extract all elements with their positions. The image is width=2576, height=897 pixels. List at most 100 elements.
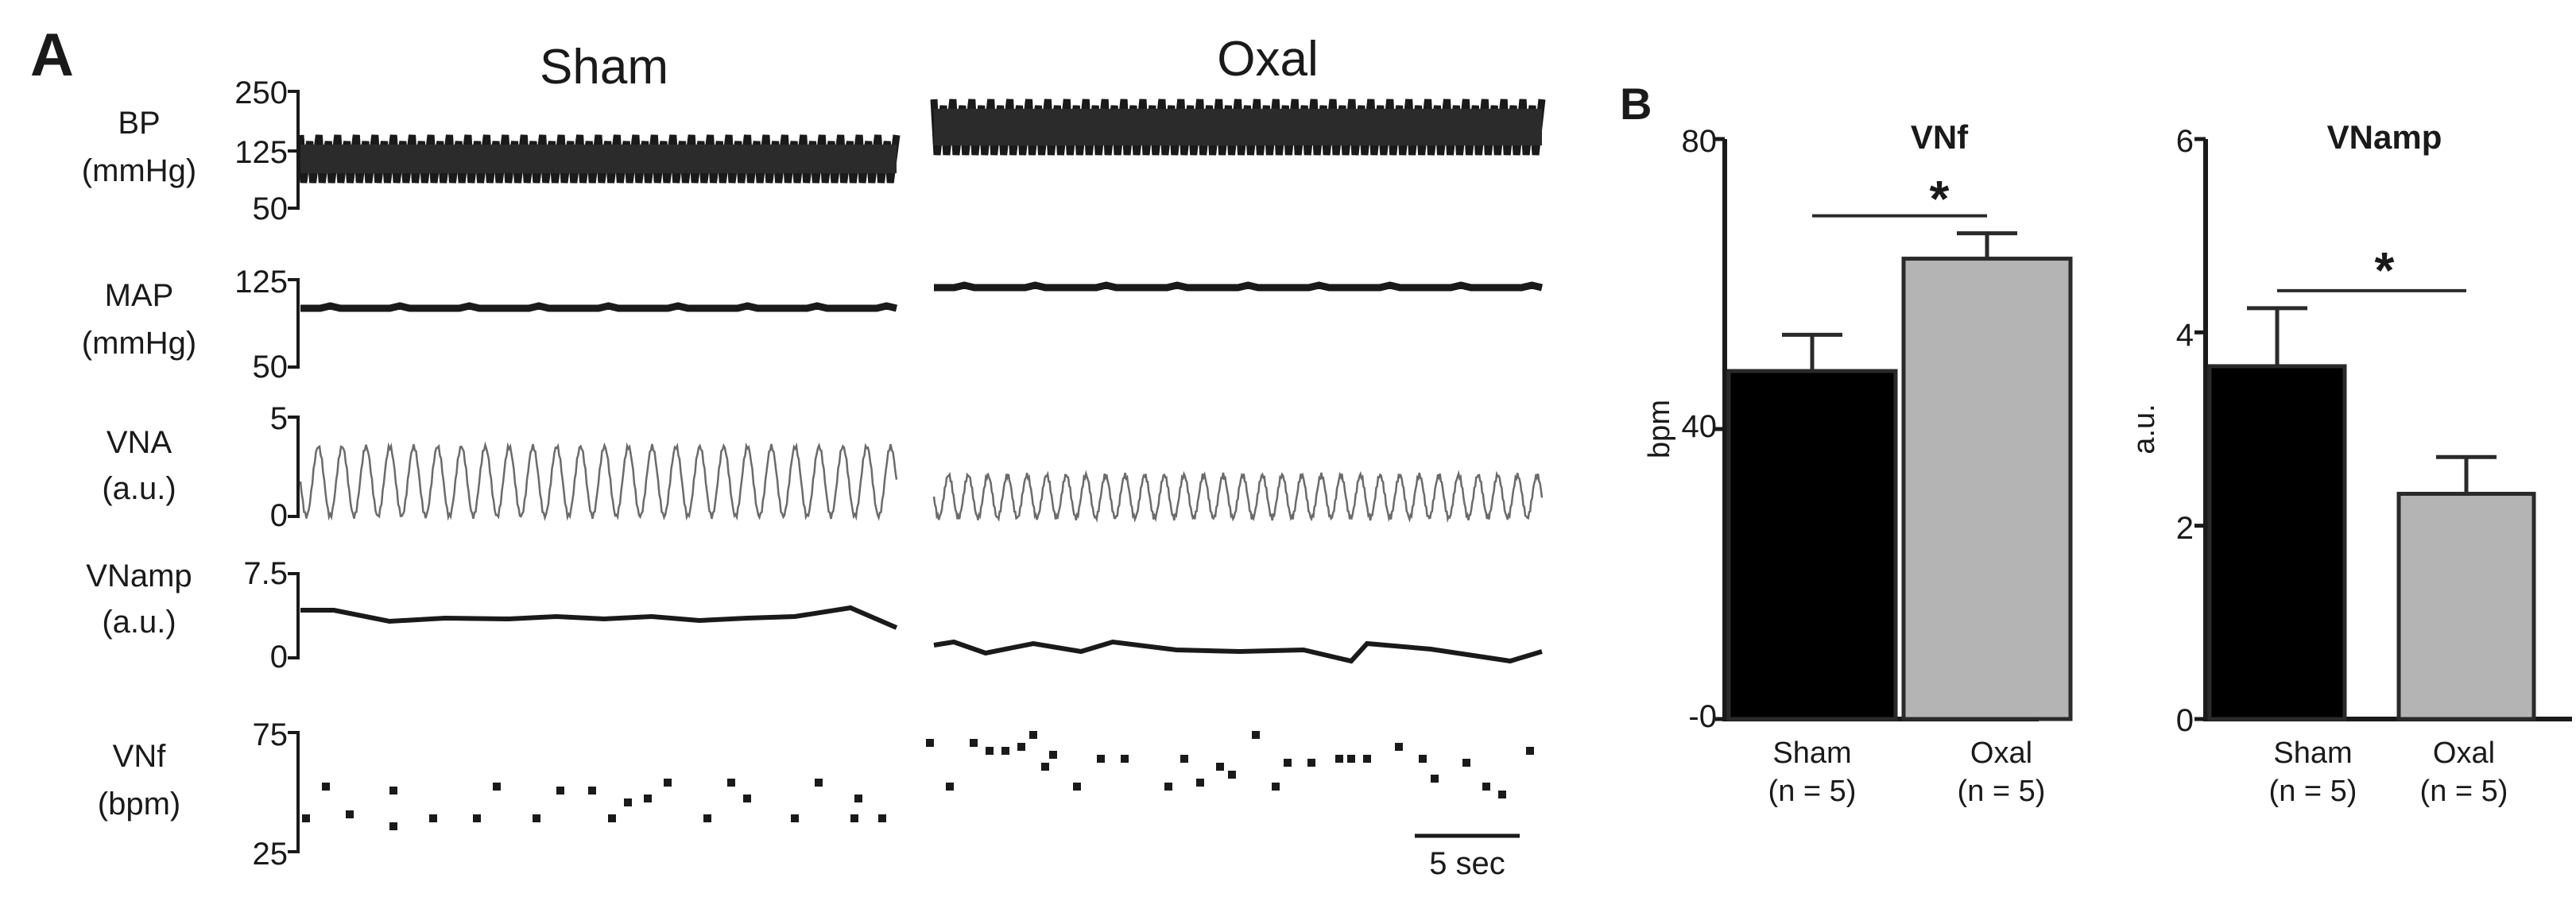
map-axis bbox=[288, 278, 300, 369]
vnf-dot bbox=[815, 779, 823, 787]
y-tick-label: 6 bbox=[2176, 124, 2194, 159]
vnf-dot bbox=[946, 783, 954, 791]
vnf-dot bbox=[743, 795, 751, 802]
bp-tick-250: 250 bbox=[234, 75, 288, 110]
bar-oxal bbox=[2396, 492, 2536, 721]
y-axis-label: a.u. bbox=[2128, 404, 2161, 454]
vnf-dot bbox=[556, 787, 564, 795]
vnf-dot bbox=[854, 795, 862, 802]
trace-label-bp: BP bbox=[118, 106, 160, 141]
category-sublabel: (n = 5) bbox=[1958, 775, 2046, 808]
y-tick-label: 4 bbox=[2176, 318, 2194, 353]
vnf-dot bbox=[624, 798, 632, 806]
vnf-dot bbox=[926, 739, 934, 747]
vnf-dot bbox=[1395, 743, 1403, 751]
bar-sham bbox=[2207, 364, 2347, 721]
bp-tick-50: 50 bbox=[253, 191, 289, 226]
bp-trace-fill bbox=[300, 145, 897, 173]
vna-traces bbox=[299, 441, 1544, 524]
vnamp-axis bbox=[288, 572, 300, 659]
category-label: Sham bbox=[2273, 737, 2352, 770]
trace-unit-vna: (a.u.) bbox=[102, 471, 176, 506]
map-trace-oxal bbox=[934, 281, 1544, 292]
vnf-dot bbox=[1228, 771, 1236, 779]
vna-trace-oxal bbox=[932, 470, 1544, 524]
vnf-dot bbox=[791, 814, 799, 822]
bp-axis bbox=[288, 90, 300, 210]
vnamp-trace-oxal bbox=[933, 639, 1543, 664]
trace-label-map: MAP bbox=[105, 278, 174, 313]
vnf-dot bbox=[1252, 731, 1260, 739]
vnf-dot bbox=[1121, 755, 1129, 763]
y-tick-label: 2 bbox=[2176, 511, 2194, 546]
map-tick-125: 125 bbox=[234, 265, 288, 300]
vnf-dot bbox=[703, 814, 711, 822]
vnamp-tick-0: 0 bbox=[270, 640, 288, 675]
vnamp-traces bbox=[300, 605, 1543, 664]
vnf-dot bbox=[473, 814, 481, 822]
y-tick-label: 0 bbox=[2176, 703, 2194, 738]
panel-a-letter: A bbox=[30, 21, 74, 89]
bp-trace-fill bbox=[934, 109, 1542, 145]
vnf-dot bbox=[1029, 731, 1037, 739]
category-sublabel: (n = 5) bbox=[2420, 775, 2508, 808]
vnf-traces bbox=[302, 731, 1534, 830]
y-tick-label: 40 bbox=[1682, 409, 1718, 444]
vnf-dot bbox=[1216, 763, 1224, 771]
bar-sham bbox=[1726, 369, 1898, 721]
vnf-dot bbox=[1049, 751, 1057, 759]
vnamp-tick-7-5: 7.5 bbox=[243, 556, 288, 591]
vnf-dot bbox=[1482, 783, 1490, 791]
vnf-dot bbox=[644, 795, 652, 802]
bar-oxal bbox=[1901, 257, 2073, 721]
vnf-dot bbox=[302, 814, 310, 822]
vnf-dot bbox=[429, 814, 437, 822]
vnf-dot bbox=[1073, 783, 1081, 791]
y-tick-label: -0 bbox=[1688, 699, 1717, 734]
trace-label-vnamp-unit: (a.u.) bbox=[102, 605, 176, 640]
trace-unit-vnf: (bpm) bbox=[98, 787, 180, 822]
vnf-dot bbox=[346, 810, 354, 818]
bp-traces bbox=[296, 99, 1546, 184]
vnf-tick-75: 75 bbox=[253, 717, 289, 752]
vnf-dot bbox=[1347, 755, 1355, 763]
vnf-dot bbox=[1196, 779, 1204, 787]
vna-tick-0: 0 bbox=[270, 498, 288, 533]
category-sublabel: (n = 5) bbox=[2269, 775, 2357, 808]
vnf-dot bbox=[1097, 755, 1105, 763]
vnf-dot bbox=[389, 822, 397, 830]
vnf-axis bbox=[288, 731, 300, 853]
vnf-dot bbox=[1335, 755, 1343, 763]
bp-tick-125: 125 bbox=[234, 135, 288, 170]
vnf-dot bbox=[850, 814, 858, 822]
vnf-dot bbox=[608, 814, 616, 822]
vna-trace-sham bbox=[299, 441, 898, 521]
trace-unit-map: (mmHg) bbox=[82, 326, 196, 361]
bar-chart-vnamp: VNamp a.u. 6 4 2 0 Sham (n = 5) Oxal (n … bbox=[2128, 118, 2572, 808]
vnf-dot bbox=[1041, 763, 1049, 771]
vnf-dot bbox=[1419, 755, 1427, 763]
vnf-dot bbox=[878, 814, 886, 822]
trace-label-vna: VNA bbox=[107, 425, 172, 460]
category-label: Oxal bbox=[2433, 737, 2495, 770]
significance-star: * bbox=[1930, 170, 1950, 227]
bar-chart-title: VNf bbox=[1911, 118, 1969, 156]
vnf-dot bbox=[1017, 743, 1025, 751]
vnf-dot bbox=[1284, 759, 1292, 767]
map-tick-50: 50 bbox=[253, 350, 289, 385]
group-title-oxal: Oxal bbox=[1217, 32, 1318, 87]
trace-label-vnamp: VNamp bbox=[86, 559, 192, 593]
vnf-dot bbox=[1498, 791, 1506, 798]
category-label: Oxal bbox=[1970, 737, 2032, 770]
bar-chart-vnf: VNf bpm 80 40 -0 Sham (n = 5) Oxal (n = … bbox=[1643, 118, 2073, 808]
vnf-dot bbox=[1462, 759, 1470, 767]
vnf-dot bbox=[1272, 783, 1280, 791]
vnamp-trace-sham bbox=[300, 605, 898, 630]
trace-axes bbox=[288, 90, 300, 853]
vnf-dot bbox=[1431, 775, 1439, 783]
vnf-dot bbox=[1363, 755, 1371, 763]
vnf-dot bbox=[389, 787, 397, 795]
y-tick-label: 80 bbox=[1682, 124, 1718, 159]
group-title-sham: Sham bbox=[540, 40, 668, 95]
